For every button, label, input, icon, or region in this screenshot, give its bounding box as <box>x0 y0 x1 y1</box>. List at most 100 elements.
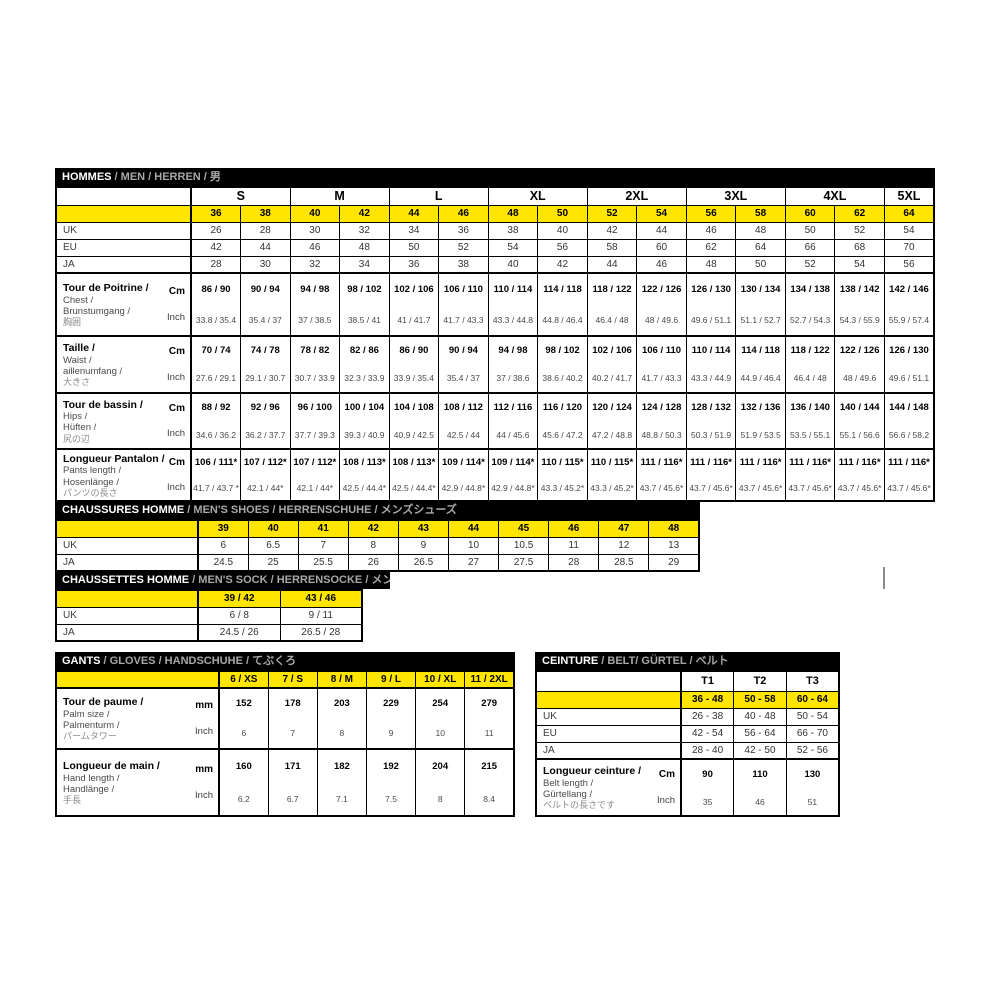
size-value-cell: 56 <box>537 238 588 257</box>
metric-value-cell: 102 / 106 <box>388 272 440 304</box>
size-value-cell: 46 <box>685 221 737 240</box>
hommes-size-table: S M L XL 2XL 3XL 4XL 5XL 36 38 40 42 44 46 48 50 52 54 56 5… <box>55 186 935 503</box>
size-value-cell: 44 <box>636 221 687 240</box>
size-value-cell: 34 <box>339 255 390 274</box>
inch-value-cell: 43.3 / 44.8 <box>487 304 539 337</box>
stray-tick-mark <box>883 567 885 589</box>
unit-labels: mm Inch <box>182 693 217 743</box>
metric-value-cell: 171 <box>267 748 318 782</box>
size-value-cell: 42 - 50 <box>733 741 787 760</box>
unit-labels: Cm Inch <box>154 396 189 446</box>
size-value-cell: 38 <box>487 221 539 240</box>
metric-value-cell: 128 / 132 <box>685 392 737 421</box>
size-value-cell: 30 <box>289 221 341 240</box>
unit-bottom-label: Inch <box>167 311 185 323</box>
metric-value-cell: 126 / 130 <box>883 335 935 364</box>
size-header-cell: 42 <box>347 519 399 538</box>
metric-value-cell: 86 / 90 <box>388 335 440 364</box>
metric-value-cell: 140 / 144 <box>834 392 885 421</box>
metric-value-cell: 118 / 122 <box>586 272 638 304</box>
size-value-cell: 54 <box>487 238 539 257</box>
metric-value-cell: 107 / 112* <box>240 447 291 476</box>
size-value-cell: 40 <box>487 255 539 274</box>
metric-value-cell: 178 <box>267 687 318 718</box>
size-value-cell: 58 <box>586 238 638 257</box>
metric-value-cell: 111 / 116* <box>685 447 737 476</box>
metric-value-cell: 192 <box>365 748 417 782</box>
size-value-cell: 6 <box>197 536 249 555</box>
size-header-cell: 56 <box>685 204 737 223</box>
size-value-cell: 6.5 <box>247 536 299 555</box>
size-value-cell: 40 - 48 <box>733 707 787 726</box>
size-header-cell: 50 - 58 <box>733 690 787 709</box>
metric-value-cell: 74 / 78 <box>240 335 291 364</box>
metric-value-cell: 106 / 110 <box>438 272 489 304</box>
metric-value-cell: 111 / 116* <box>784 447 836 476</box>
region-header-cell <box>55 519 199 538</box>
size-header-cell: 38 <box>240 204 291 223</box>
size-header-cell: 58 <box>735 204 786 223</box>
metric-value-cell: 110 / 115* <box>586 447 638 476</box>
inch-value-cell: 55.9 / 57.4 <box>883 304 935 337</box>
inch-value-cell: 51 <box>785 788 840 817</box>
size-value-cell: 68 <box>834 238 885 257</box>
size-value-cell: 38 <box>438 255 489 274</box>
size-header-cell: 9 / L <box>365 670 417 689</box>
metric-value-cell: 138 / 142 <box>834 272 885 304</box>
size-value-cell: 28.5 <box>598 553 650 572</box>
inch-value-cell: 30.7 / 33.9 <box>289 364 341 394</box>
section-title: HOMMES <box>62 171 112 183</box>
measurement-label-line: Brunstumgang / <box>63 305 131 317</box>
metric-value-cell: 110 / 115* <box>537 447 588 476</box>
size-value-cell: 52 <box>438 238 489 257</box>
inch-value-cell: 37 / 38.6 <box>487 364 539 394</box>
gloves-title-bar: GANTS / GLOVES / HANDSCHUHE / てぶくろ <box>55 652 515 670</box>
inch-value-cell: 39.3 / 40.9 <box>339 421 390 450</box>
section-title: GANTS <box>62 655 101 667</box>
section-title: CHAUSSETTES HOMME <box>62 574 190 586</box>
inch-value-cell: 35 <box>680 788 735 817</box>
size-value-cell: 26 <box>347 553 399 572</box>
size-value-cell: 26 - 38 <box>680 707 735 726</box>
size-value-cell: 24.5 / 26 <box>197 623 281 642</box>
inch-value-cell: 40.9 / 42.5 <box>388 421 440 450</box>
metric-value-cell: 122 / 126 <box>636 272 687 304</box>
inch-value-cell: 48 / 49.6 <box>636 304 687 337</box>
size-value-cell: 9 <box>397 536 449 555</box>
size-value-cell: 50 - 54 <box>785 707 840 726</box>
measurement-label-line: Pants length / <box>63 465 122 477</box>
size-value-cell: 26.5 / 28 <box>279 623 363 642</box>
metric-value-cell: 134 / 138 <box>784 272 836 304</box>
unit-top-label: Cm <box>658 769 675 781</box>
measurement-label-line: 尻の辺 <box>63 433 91 444</box>
measurement-label-cell: Tour de bassin / Hips / Hüften / 尻の辺 Cm Inch <box>55 392 192 450</box>
size-header-cell: 41 <box>297 519 349 538</box>
measurement-label-line: Palmenturm / <box>63 719 120 731</box>
inch-value-cell: 7 <box>267 718 318 750</box>
measurement-label-line: パームタワー <box>63 731 117 742</box>
inch-value-cell: 27.6 / 29.1 <box>190 364 242 394</box>
glove-measurement-label-cell: Longueur de main / Hand length / Handlänge… <box>55 748 220 817</box>
size-value-cell: 56 <box>883 255 935 274</box>
inch-value-cell: 32.3 / 33.9 <box>339 364 390 394</box>
measurement-label-line: Hosenlänge / <box>63 476 119 488</box>
unit-labels: Cm Inch <box>644 762 679 812</box>
size-header-cell: 43 / 46 <box>279 589 363 608</box>
size-value-cell: 62 <box>685 238 737 257</box>
size-header-cell: 48 <box>487 204 539 223</box>
region-row-label: UK <box>535 707 682 726</box>
size-value-cell: 48 <box>685 255 737 274</box>
size-value-cell: 10.5 <box>498 536 550 555</box>
belt-title-bar: CEINTURE / BELT/ GÜRTEL / ベルト <box>535 652 840 670</box>
measurement-label-cell: Taille / Waist / aillenumfang / 大きさ Cm Inch <box>55 335 192 394</box>
measurement-label-line: Longueur Pantalon / <box>63 453 165 465</box>
section-title-sub: / BELT/ GÜRTEL / ベルト <box>598 655 729 667</box>
size-value-cell: 54 <box>834 255 885 274</box>
size-header-cell: 44 <box>388 204 440 223</box>
belt-measurement-label-cell: Longueur ceinture / Belt length / Gürtella… <box>535 758 682 817</box>
inch-value-cell: 37.7 / 39.3 <box>289 421 341 450</box>
size-header-cell: 10 / XL <box>415 670 466 689</box>
size-value-cell: 32 <box>339 221 390 240</box>
inch-value-cell: 38.5 / 41 <box>339 304 390 337</box>
measurement-label: Tour de paume / Palm size / Palmenturm / パー… <box>57 693 182 743</box>
